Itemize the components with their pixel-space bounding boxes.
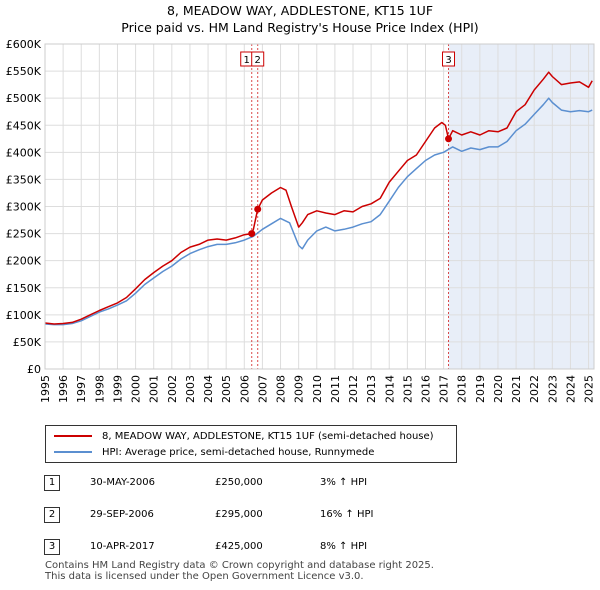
x-tick-label: 1999 [111, 375, 124, 403]
footer-licence: This data is licensed under the Open Gov… [45, 571, 364, 582]
legend-swatch-property [54, 435, 92, 437]
x-tick-label: 2014 [383, 375, 396, 403]
transaction-marker [248, 230, 256, 238]
property-series-line [44, 71, 593, 325]
legend-label-hpi: HPI: Average price, semi-detached house,… [102, 446, 375, 458]
x-tick-label: 1995 [39, 375, 52, 403]
hpi-series-line [44, 97, 593, 326]
x-tick-label: 2012 [347, 375, 360, 403]
transaction-badge: 3 [44, 539, 60, 555]
x-tick-label: 2018 [456, 375, 469, 403]
transaction-marker [254, 205, 262, 213]
chart-title: 8, MEADOW WAY, ADDLESTONE, KT15 1UF [166, 3, 434, 18]
y-tick-label: £550K [6, 65, 42, 78]
x-tick-label: 2016 [419, 375, 432, 403]
transaction-badge: 2 [44, 507, 60, 523]
transaction-label-frame [251, 51, 265, 67]
transaction-label-frame [442, 51, 456, 67]
x-tick-label: 1997 [75, 375, 88, 403]
table-row: 3 10-APR-2017 £425,000 8% ↑ HPI [40, 535, 600, 557]
footer-copyright: Contains HM Land Registry data © Crown c… [45, 560, 434, 571]
x-tick-label: 2002 [166, 375, 179, 403]
y-tick-label: £200K [6, 255, 42, 268]
x-tick-label: 2000 [130, 375, 143, 403]
transaction-badge: 1 [44, 475, 60, 491]
x-tick-label: 2011 [329, 375, 342, 403]
x-tick-label: 2003 [184, 375, 197, 403]
x-tick-label: 2004 [202, 375, 215, 403]
chart-subtitle: Price paid vs. HM Land Registry's House … [121, 20, 479, 35]
x-tick-label: 2006 [238, 375, 251, 403]
transaction-date: 29-SEP-2006 [90, 509, 154, 520]
legend-swatch-hpi [54, 451, 92, 453]
y-tick-label: £300K [6, 201, 42, 214]
transaction-label: 1 [244, 55, 250, 66]
x-tick-label: 1998 [93, 375, 106, 403]
x-tick-label: 2023 [546, 375, 559, 403]
transaction-hpi: 8% ↑ HPI [320, 541, 368, 552]
transaction-price: £425,000 [215, 541, 263, 552]
y-tick-label: £150K [6, 282, 42, 295]
y-tick-label: £100K [6, 309, 42, 322]
x-tick-label: 2010 [311, 375, 324, 403]
x-tick-label: 2017 [438, 375, 451, 403]
x-tick-label: 2019 [474, 375, 487, 403]
y-tick-label: £450K [6, 119, 42, 132]
transaction-price: £250,000 [215, 477, 263, 488]
x-tick-label: 2020 [492, 375, 505, 403]
x-tick-label: 2001 [148, 375, 161, 403]
legend: 8, MEADOW WAY, ADDLESTONE, KT15 1UF (sem… [45, 425, 457, 463]
transaction-date: 30-MAY-2006 [90, 477, 156, 488]
legend-item-property: 8, MEADOW WAY, ADDLESTONE, KT15 1UF (sem… [54, 429, 434, 443]
y-tick-label: £600K [6, 38, 42, 51]
x-tick-label: 2025 [583, 375, 596, 403]
y-tick-label: £400K [6, 146, 42, 159]
x-tick-label: 2013 [365, 375, 378, 403]
transaction-hpi: 3% ↑ HPI [320, 477, 368, 488]
transaction-marker [445, 135, 453, 143]
x-tick-label: 2007 [256, 375, 269, 403]
x-tick-label: 2024 [564, 375, 577, 403]
x-tick-label: 2022 [528, 375, 541, 403]
x-tick-label: 2009 [293, 375, 306, 403]
transaction-label-box: 3 [442, 51, 456, 67]
plot-border [44, 43, 595, 370]
y-tick-label: £350K [6, 173, 42, 186]
y-tick-label: £50K [13, 336, 42, 349]
legend-item-hpi: HPI: Average price, semi-detached house,… [54, 445, 374, 459]
x-tick-label: 2008 [275, 375, 288, 403]
x-tick-label: 2005 [220, 375, 233, 403]
footer: Contains HM Land Registry data © Crown c… [45, 560, 434, 582]
y-tick-label: £250K [6, 228, 42, 241]
legend-label-property: 8, MEADOW WAY, ADDLESTONE, KT15 1UF (sem… [102, 430, 434, 442]
x-tick-label: 1996 [57, 375, 70, 403]
y-tick-label: £500K [6, 92, 42, 105]
transaction-hpi: 16% ↑ HPI [320, 509, 374, 520]
table-row: 1 30-MAY-2006 £250,000 3% ↑ HPI [40, 471, 600, 493]
x-tick-label: 2021 [510, 375, 523, 403]
transaction-label: 2 [255, 55, 261, 66]
transaction-price: £295,000 [215, 509, 263, 520]
y-tick-label: £0 [27, 363, 41, 376]
transaction-label: 3 [445, 55, 451, 66]
x-tick-label: 2015 [401, 375, 414, 403]
table-row: 2 29-SEP-2006 £295,000 16% ↑ HPI [40, 503, 600, 525]
transaction-label-box: 1 [240, 51, 254, 67]
transaction-date: 10-APR-2017 [90, 541, 155, 552]
transaction-label-box: 2 [251, 51, 265, 67]
